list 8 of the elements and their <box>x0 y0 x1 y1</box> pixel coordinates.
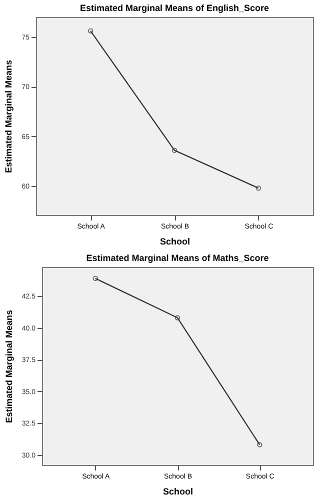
x-axis-title: School <box>162 486 194 496</box>
point <box>174 315 180 320</box>
y-axis-title: Estimated Marginal Means <box>4 310 14 424</box>
point <box>172 148 178 153</box>
y-axis-title: Estimated Marginal Means <box>4 60 14 174</box>
chart-title: Estimated Marginal Means of Maths_Score <box>86 253 269 263</box>
chart-title: Estimated Marginal Means of English_Score <box>80 3 270 13</box>
x-axis-title: School <box>160 236 190 246</box>
